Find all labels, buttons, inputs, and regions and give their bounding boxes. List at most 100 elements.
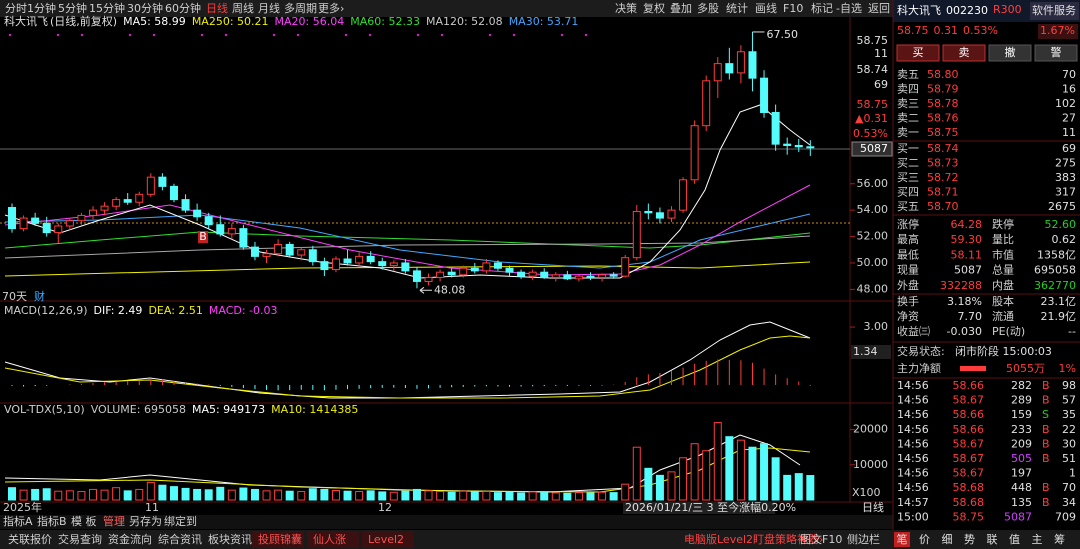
- trade-count: 57: [1062, 394, 1076, 407]
- stat-value: 5087: [954, 264, 982, 277]
- trade-button[interactable]: 买: [913, 46, 924, 59]
- stat-label: 最低: [897, 248, 919, 261]
- tool-button[interactable]: -自选: [836, 2, 862, 15]
- bottom-tab[interactable]: 板块资讯: [208, 532, 252, 546]
- stat-label: 量比: [992, 233, 1014, 246]
- period-tab[interactable]: 15分钟: [89, 1, 125, 15]
- y-tick-label: 56.00: [857, 177, 889, 190]
- panel-icon[interactable]: 联: [987, 533, 998, 546]
- trade-time: 14:56: [897, 423, 929, 436]
- side-button[interactable]: 侧边栏: [847, 532, 880, 546]
- bottom-tab[interactable]: 交易查询: [58, 532, 102, 546]
- candle-body: [783, 143, 792, 146]
- panel-icon[interactable]: 筹: [1054, 532, 1065, 546]
- bottom-tab[interactable]: 投顾锦囊: [258, 532, 302, 546]
- side-button[interactable]: 图文F10: [800, 532, 842, 546]
- tool-button[interactable]: 返回: [868, 2, 890, 15]
- trade-button[interactable]: 卖: [959, 46, 970, 59]
- trade-button-bg[interactable]: [988, 44, 1032, 62]
- indicator-tab[interactable]: 模 板: [71, 514, 97, 528]
- book-label: 卖四: [897, 83, 919, 96]
- volume-bar: [31, 488, 40, 501]
- promo-link[interactable]: 电脑版Level2盯盘策略神器›: [684, 532, 823, 546]
- volume-bar: [135, 488, 144, 501]
- bottom-tab[interactable]: Level2: [368, 533, 404, 546]
- trade-time: 14:56: [897, 481, 929, 494]
- book-volume: 317: [1055, 186, 1076, 199]
- candle-body: [493, 262, 502, 269]
- bottom-tab[interactable]: 综合资讯: [158, 532, 202, 546]
- period-tab[interactable]: 分时: [5, 2, 27, 15]
- indicator-tab[interactable]: 指标A: [3, 514, 33, 528]
- volume-bar: [436, 491, 445, 501]
- book-price: 58.79: [927, 83, 959, 96]
- volume-bar: [528, 491, 537, 501]
- candle-body: [42, 222, 51, 234]
- indicator-tab[interactable]: 绑定到: [164, 514, 197, 528]
- stock-name: 科大讯飞: [4, 14, 48, 28]
- candle-body: [771, 111, 780, 145]
- candle-body: [424, 276, 433, 282]
- tool-button[interactable]: 画线: [755, 1, 777, 15]
- trade-button[interactable]: 撤: [1005, 45, 1016, 59]
- bottom-tab[interactable]: 资金流向: [108, 532, 152, 546]
- panel-icon[interactable]: 细: [942, 533, 953, 546]
- period-tab[interactable]: 5分钟: [58, 1, 87, 15]
- tool-button[interactable]: 决策: [615, 1, 637, 15]
- volume-bar: [760, 443, 769, 501]
- candle-body: [690, 125, 699, 181]
- vol-ma5-line: [4, 434, 801, 493]
- indicator-tab[interactable]: 管理: [103, 514, 125, 528]
- stat-value: 59.30: [951, 233, 983, 246]
- panel-icon[interactable]: 价: [919, 533, 930, 546]
- candle-body: [378, 261, 387, 267]
- tool-button[interactable]: F10: [783, 2, 803, 15]
- panel-icon[interactable]: 值: [1009, 533, 1020, 546]
- stat-label: PE(动): [992, 325, 1025, 338]
- period-tab[interactable]: 多周期: [284, 1, 317, 15]
- stat-value: -0.030: [947, 325, 982, 338]
- stat-value: 52.60: [1045, 218, 1077, 231]
- period-tab[interactable]: 30分钟: [127, 1, 163, 15]
- bottom-tab[interactable]: 关联报价: [8, 532, 52, 546]
- sector-bg: [1030, 2, 1079, 20]
- indicator-tab[interactable]: 另存为: [129, 514, 162, 528]
- trade-count: 22: [1062, 423, 1076, 436]
- period-tab[interactable]: 月线: [258, 1, 280, 15]
- flow-pct: 1%: [1059, 362, 1076, 375]
- volume-bar: [366, 490, 375, 501]
- candle-body: [239, 228, 248, 248]
- panel-icon[interactable]: 主: [1032, 533, 1043, 546]
- period-tab[interactable]: 更多›: [318, 1, 344, 15]
- candle-body: [736, 51, 745, 74]
- tool-button[interactable]: 统计: [726, 2, 748, 15]
- tool-button[interactable]: 复权: [643, 1, 665, 15]
- high-label: 67.50: [766, 28, 798, 41]
- panel-icon[interactable]: 势: [964, 533, 975, 546]
- volume-bar: [551, 492, 560, 501]
- period-tab[interactable]: 1分钟: [27, 1, 56, 15]
- period-tab[interactable]: 日线: [206, 1, 228, 15]
- bottom-tab[interactable]: 仙人涨: [313, 533, 346, 546]
- indicator-tab[interactable]: 指标B: [37, 514, 67, 528]
- period-tab[interactable]: 60分钟: [165, 1, 201, 15]
- stat-value: 3.18%: [947, 295, 982, 308]
- stat-value: 58.11: [951, 248, 983, 261]
- quote-code: 002230: [946, 4, 988, 17]
- volume-bar: [100, 489, 109, 501]
- tool-button[interactable]: 标记: [811, 1, 833, 15]
- trade-button-bg[interactable]: [942, 44, 986, 62]
- volume-bar: [123, 490, 132, 501]
- tool-button[interactable]: 多股: [697, 1, 719, 15]
- trade-button-bg[interactable]: [1034, 44, 1078, 62]
- trade-button[interactable]: 警: [1051, 45, 1062, 59]
- stat-label: 净资: [897, 309, 919, 323]
- volume-bar: [667, 471, 676, 501]
- trade-count: 51: [1062, 452, 1076, 465]
- panel-icon[interactable]: 笔: [897, 532, 908, 546]
- trade-button-bg[interactable]: [896, 44, 940, 62]
- tool-button[interactable]: 叠加: [670, 2, 692, 15]
- icon-bg[interactable]: [894, 532, 910, 547]
- period-tab[interactable]: 周线: [232, 1, 254, 15]
